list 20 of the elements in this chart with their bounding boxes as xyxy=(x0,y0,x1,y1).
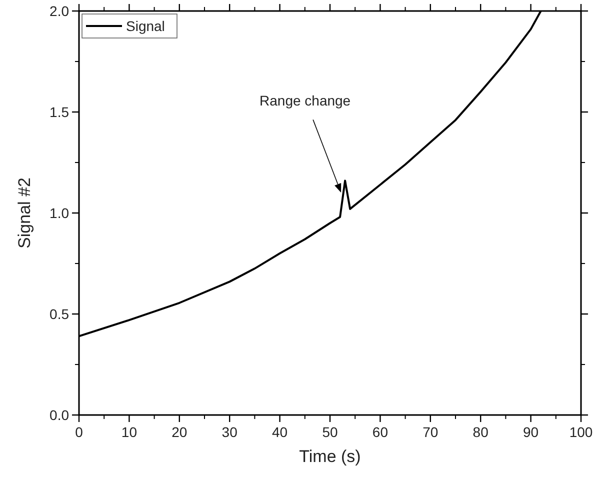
x-tick-label: 60 xyxy=(372,424,388,440)
x-tick-label: 90 xyxy=(523,424,539,440)
x-tick-label: 20 xyxy=(172,424,188,440)
x-tick-label: 40 xyxy=(272,424,288,440)
y-tick-label: 1.0 xyxy=(50,204,70,221)
x-tick-label: 50 xyxy=(322,424,338,440)
y-tick-label: 1.5 xyxy=(50,104,70,120)
annotation: Range change xyxy=(260,92,351,109)
x-tick-label: 100 xyxy=(569,424,593,440)
x-tick-label: 70 xyxy=(422,424,438,440)
y-tick-label: 0.0 xyxy=(50,406,70,423)
y-axis-title: Signal #2 xyxy=(15,178,34,248)
legend-label: Signal xyxy=(126,18,165,34)
x-axis-title: Time (s) xyxy=(299,447,361,466)
y-tick-label: 0.5 xyxy=(50,306,70,322)
x-tick-label: 30 xyxy=(222,424,238,440)
x-tick-label: 10 xyxy=(121,424,138,440)
x-tick-label: 0 xyxy=(75,424,84,440)
x-tick-label: 80 xyxy=(472,424,489,440)
y-tick-label: 2.0 xyxy=(50,2,70,19)
